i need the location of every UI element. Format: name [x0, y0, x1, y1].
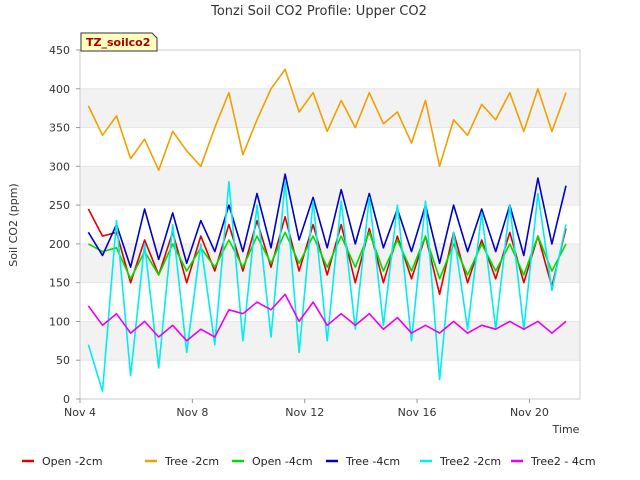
- y-tick-label: 200: [49, 238, 70, 251]
- y-tick-label: 100: [49, 315, 70, 328]
- legend-label: Tree2 -2cm: [439, 455, 501, 468]
- legend-label: Open -4cm: [252, 455, 313, 468]
- legend-item: Tree -2cm: [145, 455, 219, 468]
- legend-label: Tree -4cm: [345, 455, 400, 468]
- y-tick-label: 400: [49, 83, 70, 96]
- series-line-6: [87, 293, 567, 342]
- x-tick-label: Nov 12: [285, 406, 324, 419]
- y-tick-label: 0: [63, 393, 70, 406]
- legend-item: Tree2 -2cm: [420, 455, 501, 468]
- plot-area: 0 50 100 150 200 250 300 350 400 450 Nov 4 Nov 8 Nov…: [49, 44, 581, 419]
- x-axis-label: Time: [552, 423, 580, 436]
- y-tick-label: 300: [49, 160, 70, 173]
- x-tick-label: Nov 16: [398, 406, 437, 419]
- series-line-4: [87, 173, 567, 268]
- badge: TZ_soilco2: [80, 32, 158, 52]
- legend-item: Open -2cm: [22, 455, 103, 468]
- legend-item: Open -4cm: [232, 455, 313, 468]
- grid-band: [80, 88, 580, 128]
- grid-band: [80, 166, 580, 206]
- legend-label: Tree2 - 4cm: [530, 455, 596, 468]
- y-tick-label: 250: [49, 199, 70, 212]
- y-tick-label: 350: [49, 122, 70, 135]
- plot-border: [79, 49, 581, 400]
- x-tick-label: Nov 4: [64, 406, 96, 419]
- legend-label: Tree -2cm: [164, 455, 219, 468]
- x-tick-label: Nov 20: [510, 406, 549, 419]
- legend-label: Open -2cm: [42, 455, 103, 468]
- chart-title: Tonzi Soil CO2 Profile: Upper CO2: [210, 4, 427, 19]
- legend-item: Tree2 - 4cm: [511, 455, 596, 468]
- y-axis-label: Soil CO2 (ppm): [7, 183, 20, 266]
- x-tick-label: Nov 8: [176, 406, 208, 419]
- y-tick-label: 50: [56, 354, 70, 367]
- y-tick-label: 450: [49, 44, 70, 57]
- legend-item: Tree -4cm: [326, 455, 400, 468]
- series-line-2: [87, 68, 567, 171]
- badge-label: TZ_soilco2: [86, 36, 150, 49]
- series-line-5: [87, 181, 567, 392]
- legend: Open -2cm Tree -2cm Open -4cm Tree -4cm Tree…: [22, 455, 596, 468]
- y-tick-label: 150: [49, 277, 70, 290]
